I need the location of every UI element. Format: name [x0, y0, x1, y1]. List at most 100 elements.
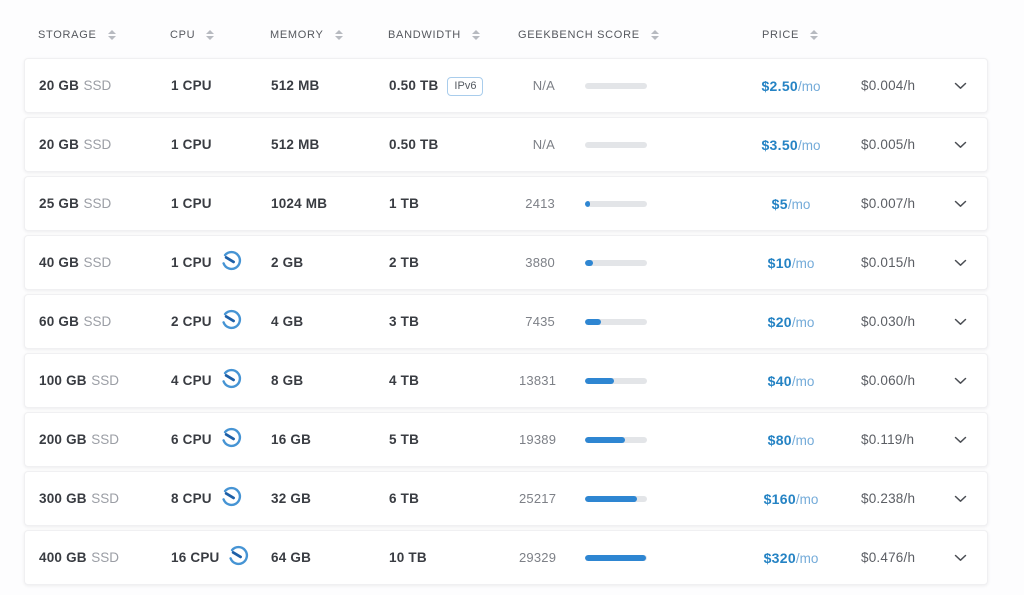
storage-cell: 20 GB SSD	[39, 136, 171, 154]
plan-row[interactable]: 100 GB SSD 4 CPU 8 GB 4 TB 13831 $40 /mo…	[24, 353, 988, 408]
memory-value: 512 MB	[271, 77, 320, 93]
score-bar-track	[585, 377, 647, 384]
monthly-price-value: $320	[763, 549, 796, 566]
plan-row[interactable]: 60 GB SSD 2 CPU 4 GB 3 TB 7435 $20 /mo $…	[24, 294, 988, 349]
score-bar-track	[585, 554, 647, 561]
bandwidth-value: 0.50 TB	[389, 137, 439, 152]
expand-row-button[interactable]	[950, 196, 971, 212]
geekbench-score-value: N/A	[532, 78, 555, 93]
gauge-icon	[222, 427, 241, 447]
storage-type: SSD	[91, 490, 119, 506]
column-header-price: PRICE	[720, 29, 860, 41]
plan-row[interactable]: 20 GB SSD 1 CPU 512 MB 0.50 TB N/A $3.50…	[24, 117, 988, 172]
score-bar-track	[585, 141, 647, 148]
monthly-price: $10 /mo	[721, 255, 861, 271]
bandwidth-value: 0.50 TB	[389, 78, 439, 93]
monthly-price: $320 /mo	[721, 550, 861, 566]
chevron-down-icon	[954, 495, 966, 502]
storage-cell: 300 GB SSD	[39, 490, 171, 508]
bandwidth-cell: 3 TB	[389, 314, 519, 329]
memory-cell: 64 GB	[271, 549, 389, 567]
chevron-down-icon	[954, 141, 966, 148]
sort-icon[interactable]	[206, 30, 215, 40]
geekbench-score-bar	[555, 318, 655, 325]
storage-cell: 25 GB SSD	[39, 195, 171, 213]
geekbench-score-value: 25217	[519, 491, 557, 506]
plan-row[interactable]: 25 GB SSD 1 CPU 1024 MB 1 TB 2413 $5 /mo…	[24, 176, 988, 231]
gauge-icon	[222, 309, 241, 329]
score-bar-fill	[585, 200, 590, 207]
cpu-value: 16 CPU	[171, 550, 220, 565]
monthly-price: $40 /mo	[721, 373, 861, 389]
gauge-icon	[222, 486, 241, 506]
column-header-storage: STORAGE	[38, 29, 170, 41]
geekbench-score-bar	[555, 436, 655, 443]
sort-icon[interactable]	[810, 30, 819, 40]
column-label: STORAGE	[38, 29, 97, 41]
expand-row-button[interactable]	[950, 314, 971, 330]
score-bar-fill	[585, 318, 601, 325]
column-header-bandwidth: BANDWIDTH	[388, 29, 518, 41]
memory-cell: 2 GB	[271, 254, 389, 272]
column-header-geekbench-score: GEEKBENCH SCORE	[518, 29, 720, 41]
bandwidth-value: 1 TB	[389, 196, 420, 211]
expand-row-button[interactable]	[950, 432, 971, 448]
plan-row[interactable]: 400 GB SSD 16 CPU 64 GB 10 TB 29329 $320…	[24, 530, 988, 585]
plan-row[interactable]: 300 GB SSD 8 CPU 32 GB 6 TB 25217 $160 /…	[24, 471, 988, 526]
bandwidth-cell: 0.50 TB IPv6	[389, 76, 519, 96]
monthly-price: $5 /mo	[721, 196, 861, 212]
storage-type: SSD	[91, 372, 119, 388]
geekbench-score-value: 19389	[519, 432, 557, 447]
memory-cell: 8 GB	[271, 372, 389, 390]
expand-row-button[interactable]	[950, 137, 971, 153]
plan-row[interactable]: 40 GB SSD 1 CPU 2 GB 2 TB 3880 $10 /mo $…	[24, 235, 988, 290]
table-body: 20 GB SSD 1 CPU 512 MB 0.50 TB IPv6 N/A …	[24, 58, 988, 585]
expand-row-button[interactable]	[950, 78, 971, 94]
memory-value: 16 GB	[271, 431, 312, 447]
score-bar-track	[585, 82, 647, 89]
hourly-price: $0.007/h	[861, 196, 916, 211]
storage-type: SSD	[83, 195, 112, 211]
cpu-cell: 16 CPU	[171, 545, 271, 571]
storage-type: SSD	[91, 549, 119, 565]
storage-value: 200 GB	[39, 431, 87, 447]
ipv6-badge: IPv6	[447, 76, 484, 96]
score-bar-track	[585, 318, 647, 325]
bandwidth-cell: 4 TB	[389, 373, 519, 388]
gauge-icon	[222, 368, 241, 388]
bandwidth-value: 3 TB	[389, 314, 420, 329]
plan-row[interactable]: 200 GB SSD 6 CPU 16 GB 5 TB 19389 $80 /m…	[24, 412, 988, 467]
gauge-icon	[222, 250, 241, 270]
expand-row-button[interactable]	[950, 550, 971, 566]
cpu-value: 1 CPU	[171, 137, 212, 152]
cpu-cell: 4 CPU	[171, 368, 271, 394]
column-label: BANDWIDTH	[388, 29, 461, 41]
cpu-value: 4 CPU	[171, 373, 212, 388]
monthly-price-value: $2.50	[761, 77, 799, 94]
expand-row-button[interactable]	[950, 373, 971, 389]
sort-icon[interactable]	[650, 30, 659, 40]
sort-icon[interactable]	[471, 30, 480, 40]
storage-type: SSD	[91, 431, 119, 447]
expand-row-button[interactable]	[950, 255, 971, 271]
chevron-down-icon	[954, 554, 966, 561]
expand-cell	[945, 432, 975, 448]
gauge-icon	[229, 545, 249, 565]
hourly-price: $0.030/h	[861, 314, 916, 329]
memory-cell: 16 GB	[271, 431, 389, 449]
expand-row-button[interactable]	[950, 491, 971, 507]
memory-cell: 32 GB	[271, 490, 389, 508]
monthly-price-suffix: /mo	[791, 255, 815, 271]
plan-row[interactable]: 20 GB SSD 1 CPU 512 MB 0.50 TB IPv6 N/A …	[24, 58, 988, 113]
storage-type: SSD	[83, 313, 112, 329]
column-label: GEEKBENCH SCORE	[518, 29, 640, 41]
geekbench-score-value: 2413	[525, 196, 555, 211]
sort-icon[interactable]	[334, 30, 343, 40]
hourly-price: $0.004/h	[861, 78, 916, 93]
monthly-price-suffix: /mo	[798, 78, 821, 94]
storage-value: 60 GB	[39, 313, 80, 329]
sort-icon[interactable]	[107, 30, 116, 40]
monthly-price-suffix: /mo	[791, 432, 815, 448]
monthly-price-suffix: /mo	[791, 373, 815, 389]
